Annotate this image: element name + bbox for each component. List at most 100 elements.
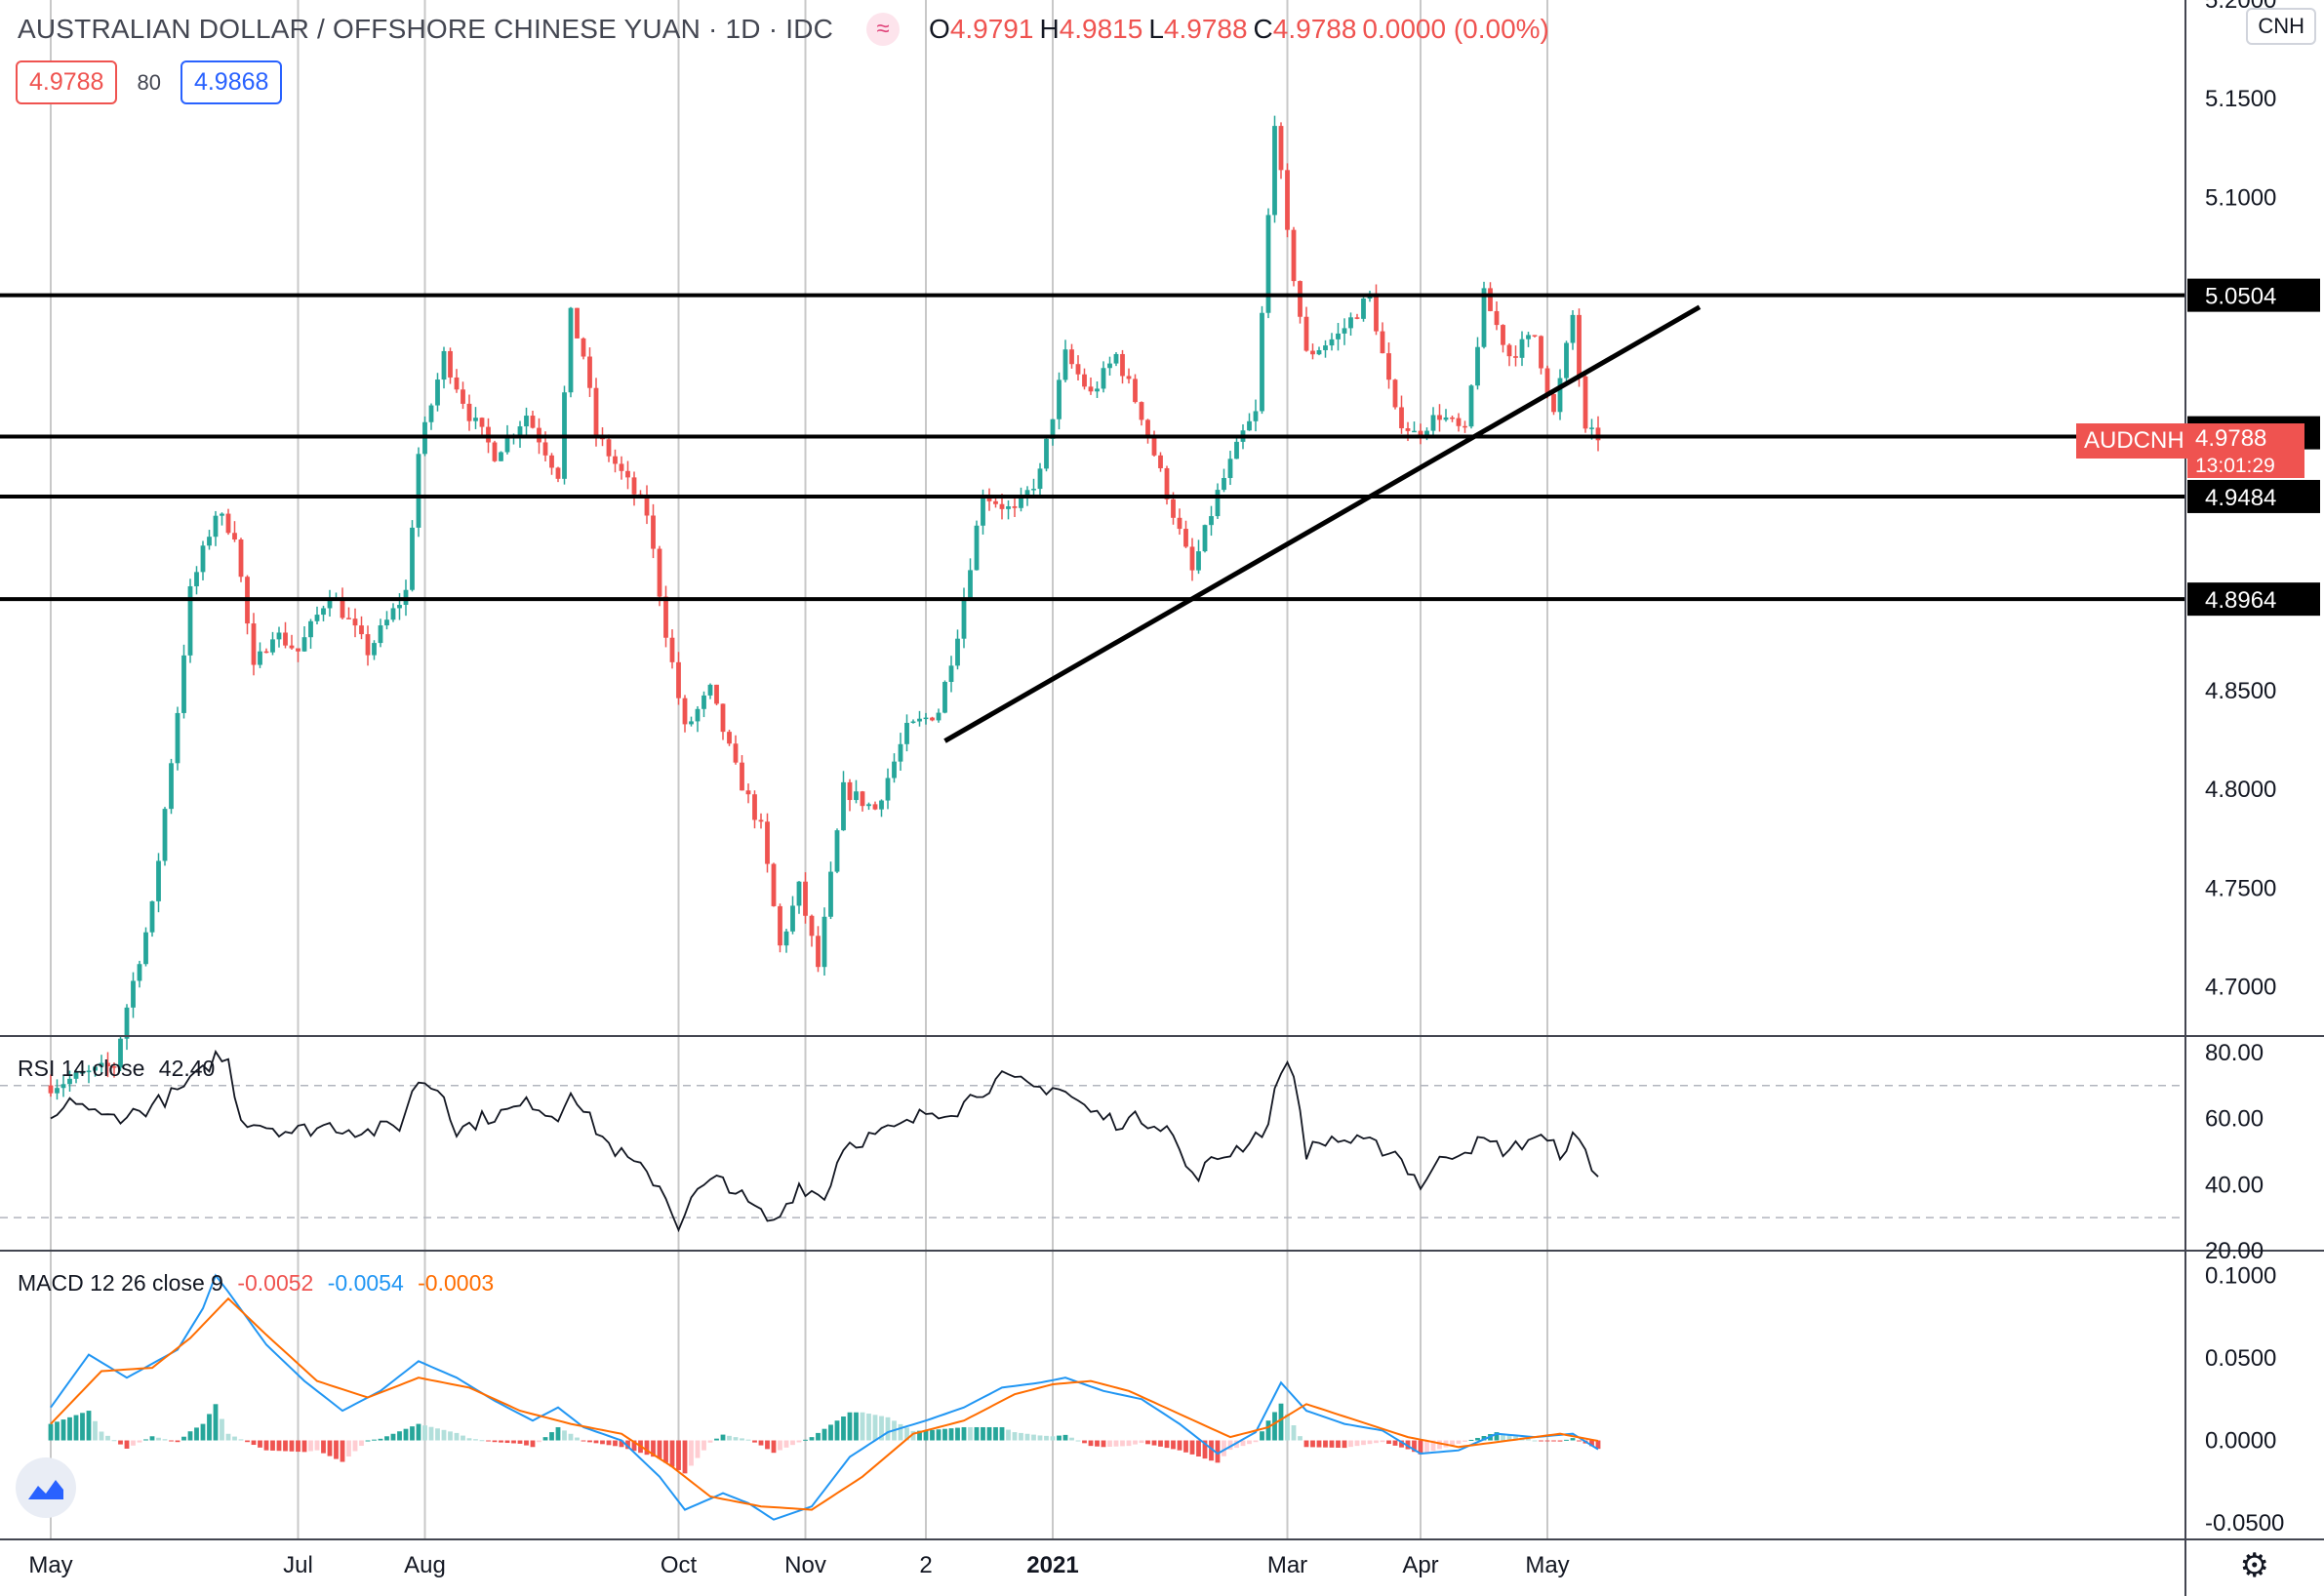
macd-histogram-bar	[1031, 1434, 1036, 1441]
candle-body	[1392, 379, 1398, 408]
candle-body	[575, 307, 580, 339]
candle-body	[80, 1072, 85, 1074]
macd-histogram-bar	[872, 1415, 878, 1441]
candle-body	[854, 791, 859, 801]
macd-histogram-bar	[816, 1432, 821, 1441]
candle-body	[1088, 386, 1094, 392]
time-axis-label: Oct	[661, 1552, 698, 1578]
candle-body	[701, 695, 706, 709]
time-axis[interactable]: May Jul Aug Oct Nov 2 2021 Mar Apr May	[28, 1552, 1569, 1578]
candle-body	[568, 307, 574, 393]
buy-price-button[interactable]: 4.9868	[180, 60, 283, 104]
candle-body	[542, 442, 548, 456]
macd-histogram-bar	[714, 1438, 719, 1441]
candle-body	[378, 625, 383, 644]
candle-body	[454, 377, 460, 390]
macd-histogram-bar	[359, 1440, 364, 1447]
candle-body	[340, 598, 345, 618]
macd-legend-name: MACD 12 26 close 9	[18, 1270, 223, 1296]
macd-histogram-bar	[1526, 1439, 1531, 1441]
candle-body	[1456, 418, 1462, 426]
macd-histogram-bar	[1329, 1440, 1335, 1448]
macd-histogram-bar	[682, 1440, 688, 1474]
macd-histogram-bar	[999, 1426, 1005, 1441]
candle-body	[428, 405, 434, 422]
macd-histogram-bar	[1222, 1440, 1226, 1456]
candle-body	[740, 762, 744, 791]
candle-body	[619, 463, 624, 471]
candle-body	[1443, 417, 1449, 420]
macd-histogram-bar	[669, 1440, 675, 1467]
macd-histogram-bar	[581, 1440, 586, 1442]
candle-body	[657, 548, 662, 597]
candle-body	[676, 661, 681, 698]
candle-body	[720, 703, 726, 733]
candle-body	[1024, 490, 1030, 497]
macd-pane	[48, 1273, 1601, 1521]
macd-histogram-bar	[796, 1440, 802, 1443]
candle-body	[593, 387, 599, 436]
rsi-legend[interactable]: RSI 14 close 42.40	[18, 1056, 215, 1082]
macd-histogram-bar	[1050, 1436, 1056, 1441]
macd-histogram-bar	[631, 1440, 637, 1452]
macd-histogram-bar	[181, 1436, 186, 1441]
candle-body	[1450, 417, 1455, 419]
candle-body	[714, 684, 719, 704]
macd-histogram-bar	[575, 1437, 580, 1441]
candle-body	[771, 863, 777, 906]
candle-body	[1164, 467, 1170, 499]
candle-body	[194, 572, 199, 586]
close-label: C	[1253, 14, 1273, 44]
candle-body	[689, 721, 694, 725]
tradingview-logo[interactable]	[16, 1457, 76, 1518]
macd-histogram-bar	[1342, 1440, 1347, 1449]
candle-body	[301, 637, 307, 652]
rsi-legend-name: RSI 14 close	[18, 1056, 145, 1081]
candle-body	[499, 452, 503, 461]
gear-icon[interactable]: ⚙	[2239, 1547, 2269, 1584]
macd-histogram-bar	[410, 1426, 415, 1441]
macd-histogram-bar	[910, 1430, 916, 1441]
macd-histogram-bar	[981, 1426, 985, 1441]
chart-header: AUSTRALIAN DOLLAR / OFFSHORE CHINESE YUA…	[18, 10, 1555, 49]
candle-body	[162, 809, 168, 861]
macd-histogram-bar	[1494, 1432, 1500, 1441]
sell-price-button[interactable]: 4.9788	[16, 60, 118, 104]
candle-body	[1253, 411, 1259, 421]
candle-body	[200, 545, 206, 573]
candle-body	[1463, 425, 1467, 428]
trendline[interactable]	[943, 304, 1702, 743]
candle-body	[707, 684, 713, 696]
candle-body	[999, 503, 1005, 509]
candle-body	[1412, 430, 1417, 433]
candle-body	[1532, 335, 1538, 337]
candle-body	[1260, 312, 1264, 412]
macd-histogram-bar	[758, 1440, 764, 1446]
currency-badge[interactable]: CNH	[2246, 8, 2316, 45]
macd-histogram-bar	[486, 1440, 491, 1442]
candle-body	[1323, 345, 1328, 350]
rsi-tick-label: 80.00	[2205, 1040, 2264, 1066]
macd-histogram-bar	[1323, 1440, 1328, 1448]
ascending-trendline[interactable]	[943, 304, 1702, 743]
candle-body	[613, 456, 618, 464]
macd-histogram-bar	[232, 1436, 237, 1441]
candle-body	[758, 819, 764, 822]
candle-body	[156, 860, 161, 901]
symbol-title[interactable]: AUSTRALIAN DOLLAR / OFFSHORE CHINESE YUA…	[18, 14, 834, 44]
macd-histogram-bar	[48, 1423, 54, 1441]
macd-histogram-bar	[644, 1440, 650, 1456]
horizontal-levels[interactable]	[0, 293, 2185, 602]
macd-legend[interactable]: MACD 12 26 close 9 -0.0052 -0.0054 -0.00…	[18, 1270, 494, 1297]
macd-histogram-bar	[707, 1440, 713, 1443]
candle-body	[1589, 427, 1594, 429]
macd-histogram-bar	[606, 1440, 612, 1446]
macd-histogram-bar	[1126, 1440, 1132, 1447]
candle-body	[1272, 126, 1277, 216]
macd-histogram-bar	[301, 1440, 307, 1453]
macd-histogram-bar	[955, 1427, 960, 1441]
wave-icon[interactable]: ≈	[866, 13, 901, 46]
macd-histogram-bar	[1272, 1412, 1277, 1441]
